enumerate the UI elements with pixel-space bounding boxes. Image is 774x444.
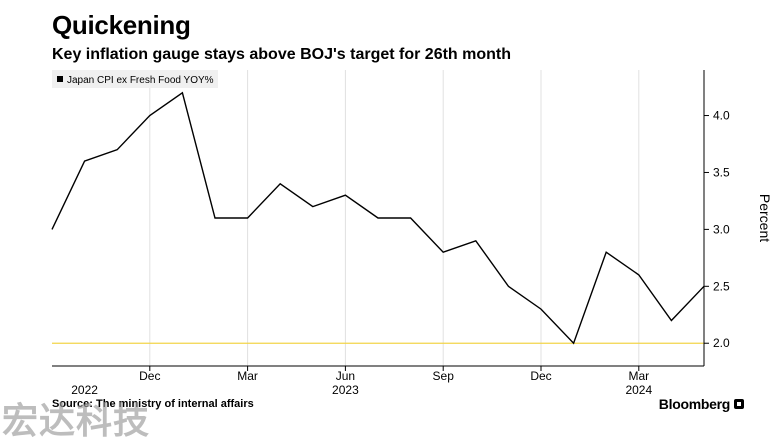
legend-box [52,70,218,88]
chart-subtitle: Key inflation gauge stays above BOJ's ta… [52,46,512,63]
x-year-label: 2022 [71,383,98,397]
x-tick-label: Jun [336,369,355,383]
legend-swatch [57,76,63,82]
y-tick-label: 4.0 [713,109,730,123]
legend-label: Japan CPI ex Fresh Food YOY% [67,75,214,86]
x-tick-label: Mar [628,369,649,383]
data-point [50,227,55,232]
y-tick-label: 3.0 [713,222,730,236]
x-tick-label: Sep [433,369,455,383]
data-point [245,216,250,221]
data-point [473,238,478,243]
data-point [408,216,413,221]
data-point [376,216,381,221]
brand-logo: Bloomberg [659,396,744,412]
data-point [180,90,185,95]
bloomberg-mark-icon [734,399,744,409]
brand-name: Bloomberg [658,396,731,412]
data-point [441,250,446,255]
data-point [604,250,609,255]
chart-title: Quickening [52,10,191,40]
data-point [506,284,511,289]
x-tick-label: Dec [530,369,551,383]
data-point [669,318,674,323]
x-tick-label: Mar [237,369,258,383]
y-tick-label: 2.5 [713,279,730,293]
data-point [539,307,544,312]
y-axis-label: Percent [757,194,773,242]
data-point [343,193,348,198]
data-point [571,341,576,346]
line-chart: 2.0 2.5 3.0 3.5 4.0 Percent Dec Mar Jun Sep Dec Ma… [50,70,773,397]
y-tick-label: 3.5 [713,165,730,179]
data-point [147,113,152,118]
source-note: Source: The ministry of internal affairs [52,398,254,410]
data-point [310,204,315,209]
y-tick-label: 2.0 [713,336,730,350]
watermark: 宏达科技 [2,401,151,442]
series-line [51,91,705,345]
data-point [636,272,641,277]
data-point [278,181,283,186]
x-year-label: 2023 [332,383,359,397]
data-point [82,159,87,164]
x-tick-label: Dec [139,369,160,383]
x-year-label: 2024 [625,383,652,397]
data-point [213,216,218,221]
data-point [115,147,120,152]
